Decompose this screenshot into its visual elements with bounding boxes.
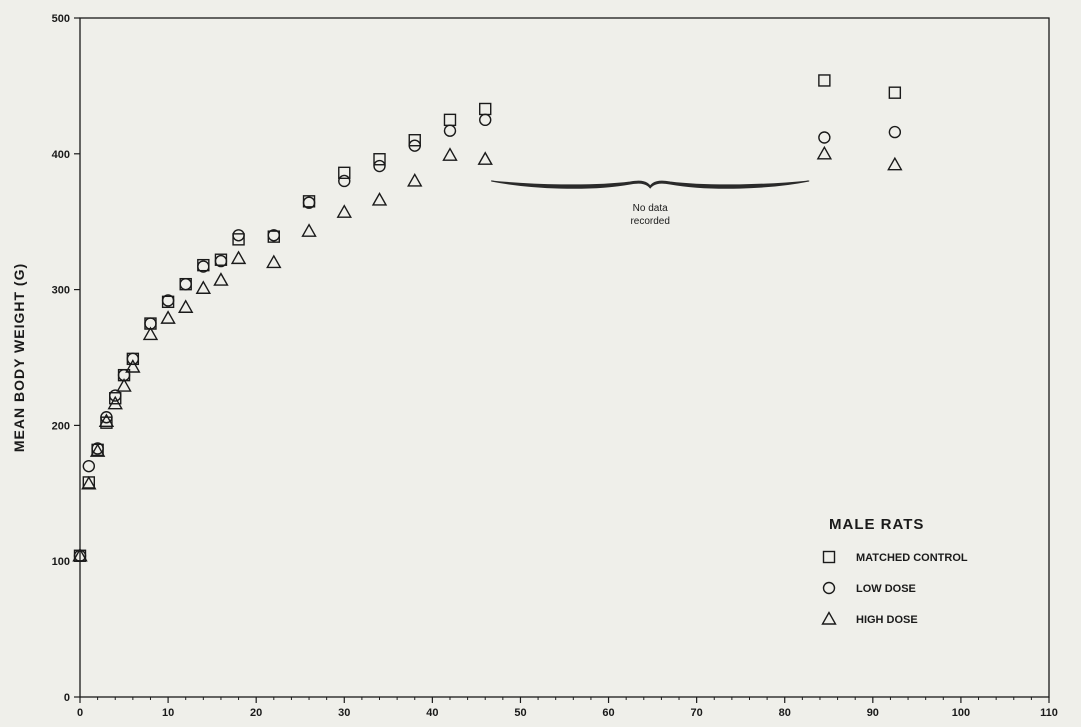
y-tick-label: 200 [52,420,70,432]
circle-point [408,139,421,152]
triangle-point [213,272,229,286]
circle-point [338,174,351,188]
x-tick-label: 40 [426,707,438,719]
triangle-point [887,156,903,171]
triangle-point [442,147,458,161]
triangle-point [371,192,388,206]
circle-point [267,229,280,242]
y-tick-label: 100 [52,556,70,568]
triangle-point [477,151,493,165]
x-tick-label: 90 [867,707,879,719]
circle-point [82,459,96,473]
triangle-point [142,326,159,341]
y-tick-label: 400 [52,149,70,161]
triangle-point [116,378,132,392]
series-square [73,74,902,562]
triangle-point [89,443,106,457]
circle-point [100,411,113,424]
x-tick-label: 50 [514,707,526,719]
triangle-point [336,204,352,218]
y-tick-label: 0 [64,692,70,704]
square-point [373,153,386,166]
triangle-point [107,395,123,410]
legend-entry-label: MATCHED CONTROL [856,552,968,564]
triangle-point [160,310,176,324]
x-tick-label: 80 [779,707,791,719]
x-tick-label: 60 [602,707,614,719]
triangle-point [81,475,97,490]
plot-frame [79,17,1050,698]
y-axis-title: MEAN BODY WEIGHT (G) [11,263,27,452]
circle-point [179,277,192,291]
triangle-point [98,413,115,428]
legend-entry-label: HIGH DOSE [856,614,918,626]
square-point [232,233,245,246]
legend-entries: MATCHED CONTROL LOW DOSE HIGH DOSE [821,550,968,626]
circle-point [197,260,210,273]
x-tick-label: 100 [952,707,970,719]
square-point [100,416,113,429]
triangle-point [72,547,88,562]
y-tick-label: 300 [52,285,70,297]
x-axis: 0 10 20 30 40 50 60 70 80 90 100 110 [77,697,1058,719]
circle-point [126,352,140,366]
circle-point [214,254,228,268]
circle-point [232,229,245,242]
triangle-point [195,280,212,294]
circle-point [888,125,902,139]
triangle-point [178,299,194,313]
triangle-point [816,145,833,160]
x-tick-label: 30 [338,707,350,719]
circle-point [443,124,457,137]
triangle-point [266,254,282,269]
triangle-point [407,173,423,187]
legend-title: MALE RATS [829,516,924,533]
data-marks [72,74,903,562]
x-tick-label: 70 [691,707,703,719]
x-tick-label: 110 [1040,707,1058,719]
triangle-point [301,223,317,237]
series-triangle [72,145,903,562]
legend-square-icon [822,550,836,564]
square-point [479,102,492,116]
circle-point [109,389,122,402]
circle-point [161,294,175,307]
no-data-brace [491,180,810,189]
triangle-point [230,250,247,265]
legend-triangle-icon [821,611,837,625]
y-tick-label: 500 [52,13,70,25]
square-point [443,113,457,127]
legend: MALE RATS MATCHED CONTROL LOW DOSE HIGH DO… [821,516,968,626]
x-tick-label: 10 [162,707,174,719]
y-axis: 0 100 200 300 400 500 [52,13,80,704]
x-tick-label: 20 [250,707,262,719]
triangle-point [125,359,141,373]
circle-point [302,196,316,209]
circle-point [91,442,104,455]
annotation-line-2: recorded [630,216,669,227]
square-point [408,134,421,147]
annotation-line-1: No data [633,203,668,214]
series-circle [73,113,902,562]
circle-point [479,113,492,127]
legend-entry-label: LOW DOSE [856,583,916,595]
no-data-annotation: No data recorded [491,180,810,227]
legend-circle-icon [822,581,836,595]
square-point [888,86,902,99]
circle-point [373,159,386,173]
square-point [818,74,831,87]
circle-point [818,131,831,144]
x-tick-label: 0 [77,707,83,719]
square-point [338,166,351,180]
